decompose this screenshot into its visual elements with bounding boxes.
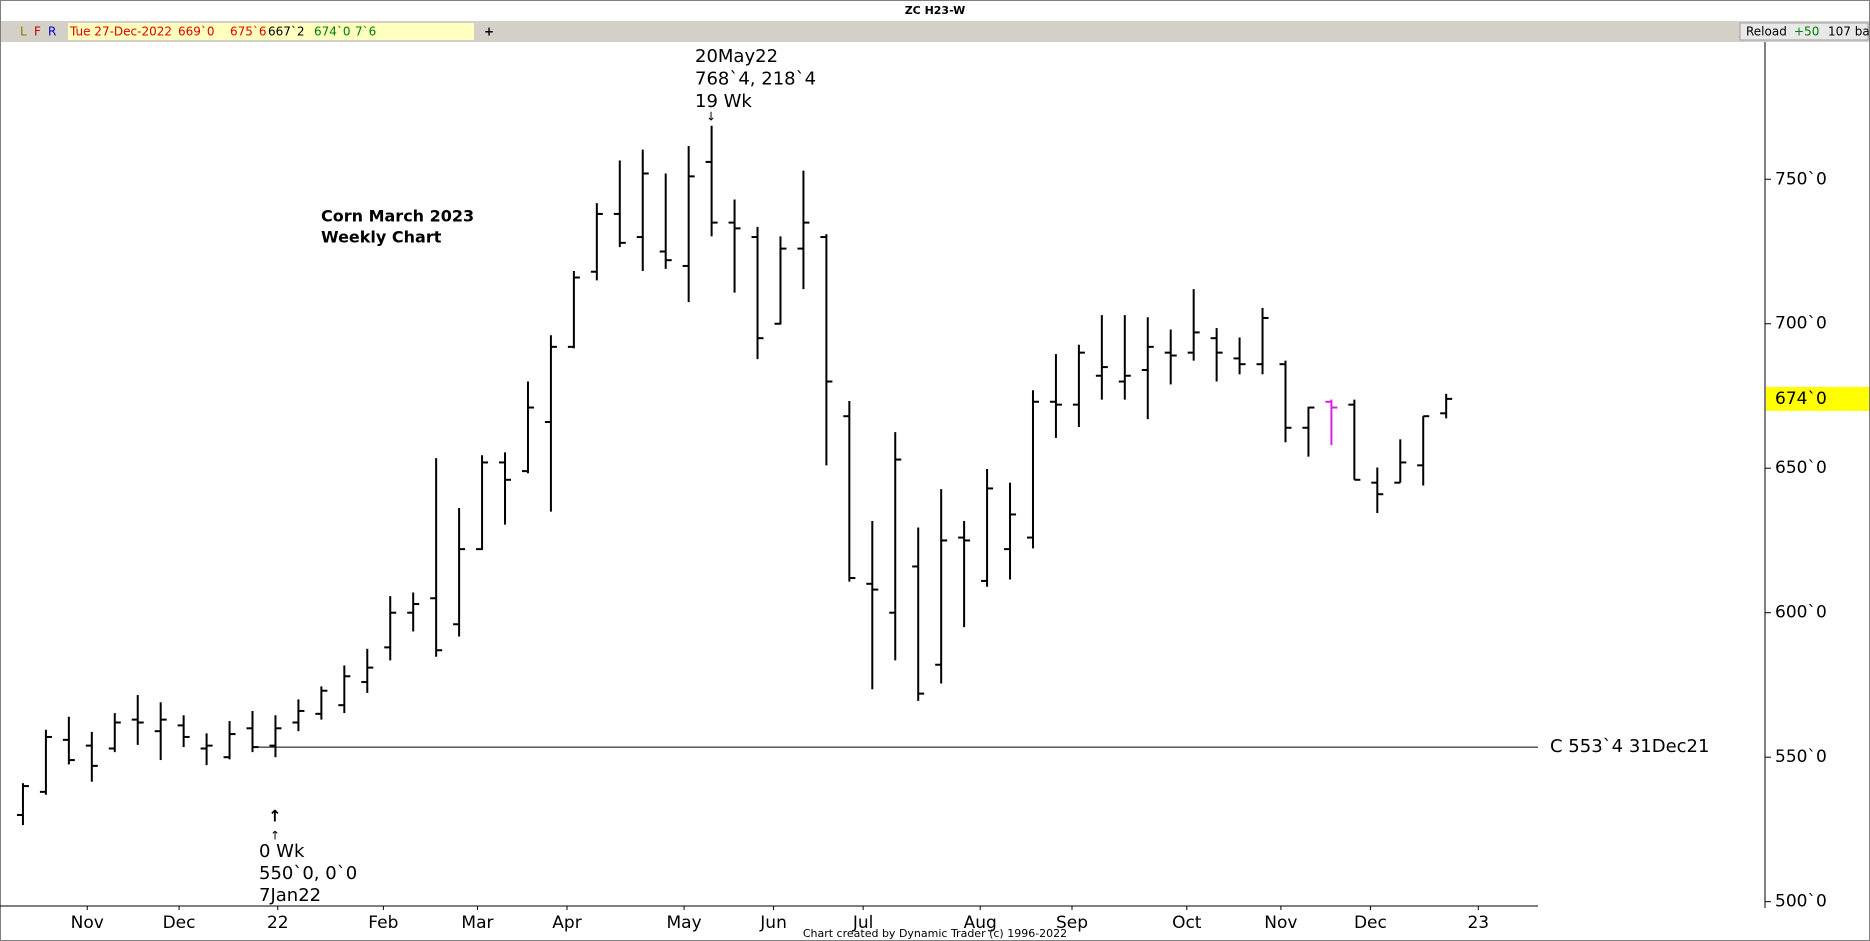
- annotation: 19 Wk: [695, 91, 752, 112]
- y-tick-label: 750`0: [1775, 169, 1827, 189]
- y-tick-label: 600`0: [1775, 603, 1827, 623]
- current-price-box: [1766, 386, 1869, 411]
- x-tick-label: 23: [1467, 913, 1489, 933]
- chart-subtitle: Weekly Chart: [321, 228, 442, 247]
- bar-count: 107 bars: [1828, 25, 1870, 39]
- x-tick-label: Aug: [964, 913, 997, 933]
- x-tick-label: Apr: [552, 913, 581, 933]
- annotation-arrow: ↑: [268, 807, 281, 826]
- reload-count[interactable]: +50: [1794, 25, 1819, 39]
- x-tick-label: 22: [267, 913, 289, 933]
- quote-value: 674`0: [314, 25, 351, 39]
- x-tick-label: Dec: [163, 913, 196, 933]
- y-tick-label: 650`0: [1775, 458, 1827, 478]
- title-bar: [1, 1, 1869, 21]
- quote-date: Tue 27-Dec-2022: [69, 25, 172, 39]
- x-tick-label: Oct: [1172, 913, 1202, 933]
- y-tick-label: 500`0: [1775, 892, 1827, 912]
- quote-value: 669`0: [178, 25, 215, 39]
- button-f[interactable]: F: [34, 25, 41, 39]
- quote-value: 675`6: [230, 25, 267, 39]
- reload-box: [1739, 22, 1869, 41]
- add-button[interactable]: +: [484, 25, 494, 39]
- x-tick-label: Feb: [368, 913, 398, 933]
- x-tick-label: Jul: [852, 913, 874, 933]
- x-tick-label: Jun: [759, 913, 787, 933]
- annotation: 768`4, 218`4: [695, 69, 816, 90]
- y-tick-label: 550`0: [1775, 747, 1827, 767]
- reload-button[interactable]: Reload: [1746, 25, 1787, 39]
- x-tick-label: Nov: [71, 913, 104, 933]
- quote-box: [68, 23, 474, 40]
- quote-value: 7`6: [355, 25, 376, 39]
- reference-label: C 553`4 31Dec21: [1550, 736, 1709, 757]
- chart-title: Corn March 2023: [321, 207, 474, 226]
- annotation: 550`0, 0`0: [259, 863, 357, 884]
- annotation-arrow: ↑: [270, 829, 280, 843]
- x-tick-label: Mar: [461, 913, 493, 933]
- y-tick-label: 700`0: [1775, 314, 1827, 334]
- annotation: 7Jan22: [259, 885, 321, 906]
- current-price-label: 674`0: [1775, 389, 1827, 409]
- button-r[interactable]: R: [48, 25, 56, 39]
- x-tick-label: May: [666, 913, 701, 933]
- window-title: ZC H23-W: [905, 4, 966, 17]
- button-l[interactable]: L: [20, 25, 27, 39]
- x-tick-label: Dec: [1354, 913, 1387, 933]
- footer: Chart created by Dynamic Trader (c) 1996…: [803, 927, 1067, 940]
- x-tick-label: Nov: [1264, 913, 1297, 933]
- x-tick-label: Sep: [1056, 913, 1088, 933]
- annotation: 0 Wk: [259, 841, 305, 862]
- annotation-arrow: ↓: [706, 110, 716, 124]
- annotation: 20May22: [695, 46, 778, 67]
- quote-value: 667`2: [268, 25, 305, 39]
